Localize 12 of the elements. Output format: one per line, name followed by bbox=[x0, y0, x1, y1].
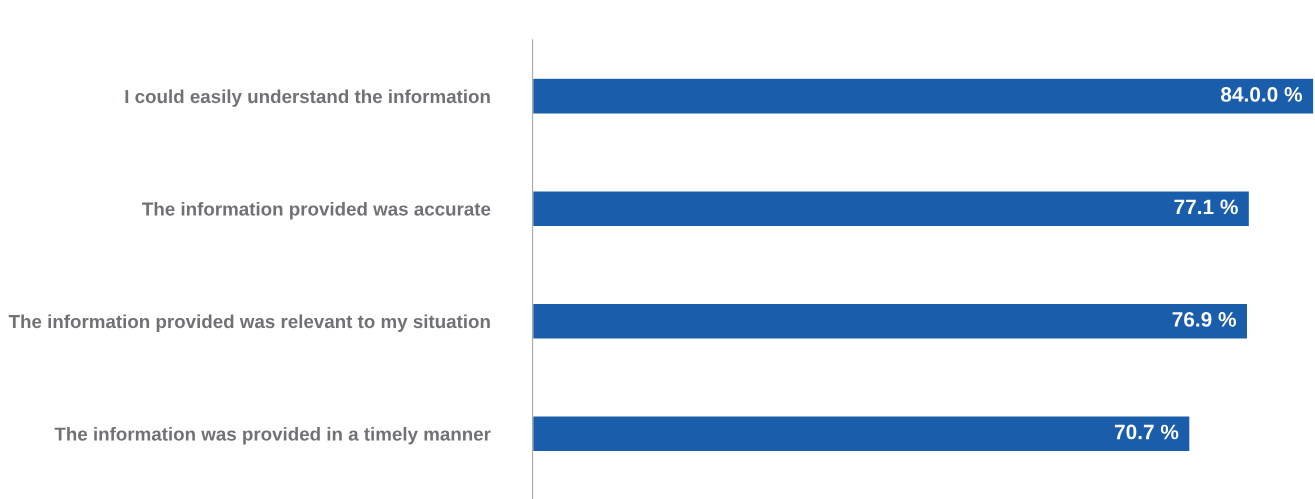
data-label: 70.7 % bbox=[1114, 424, 1179, 440]
bar bbox=[532, 302, 1249, 340]
y-tick-label: The information provided was relevant to my situation bbox=[8, 314, 490, 332]
y-tick-label: I could easily understand the information bbox=[125, 89, 490, 107]
data-label: 76.9 % bbox=[1172, 312, 1237, 327]
bar bbox=[532, 415, 1191, 453]
y-tick-label: The information was provided in a timely manner bbox=[54, 426, 491, 445]
bar bbox=[532, 77, 1314, 115]
bar bbox=[532, 190, 1251, 228]
data-label: 77.1 % bbox=[1174, 199, 1238, 215]
data-label: 84.0.0 % bbox=[1221, 87, 1303, 102]
y-tick-label: The information provided was accurate bbox=[142, 201, 491, 220]
